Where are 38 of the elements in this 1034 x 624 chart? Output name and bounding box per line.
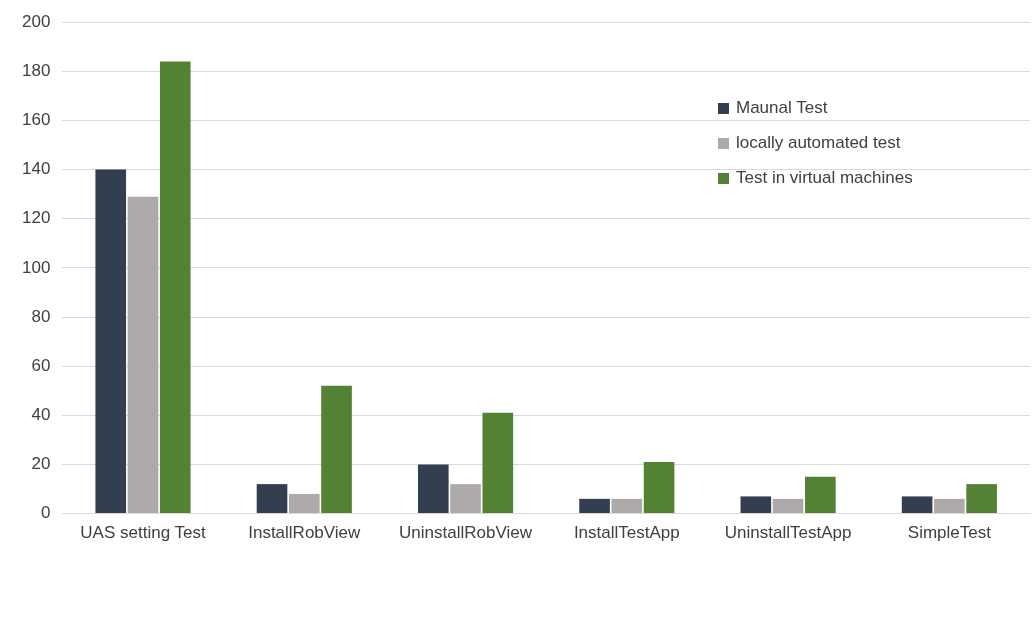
bar: [482, 412, 514, 514]
y-tick-label: 0: [40, 503, 51, 523]
y-tick-label: 60: [31, 355, 51, 375]
bar: [901, 496, 933, 514]
y-tick-label: 160: [21, 110, 51, 130]
legend-label: locally automated test: [736, 133, 901, 153]
y-tick-label: 40: [31, 405, 51, 425]
bar: [643, 462, 675, 514]
bar: [579, 498, 610, 514]
bar: [740, 496, 772, 514]
bar: [805, 476, 836, 514]
legend-label: Maunal Test: [736, 98, 828, 118]
bar: [159, 61, 191, 514]
x-tick-label: UninstallRobView: [399, 523, 533, 543]
bar: [934, 498, 965, 514]
y-tick-label: 80: [31, 306, 51, 326]
bar: [772, 498, 804, 514]
legend-label: Test in virtual machines: [736, 168, 913, 188]
x-tick-label: SimpleTest: [907, 523, 992, 543]
x-tick-label: UAS setting Test: [80, 523, 206, 543]
bar: [288, 493, 320, 514]
bar: [611, 498, 643, 514]
y-tick-label: 100: [21, 257, 51, 277]
bar: [417, 464, 449, 514]
bar: [256, 484, 288, 514]
bar: [127, 196, 159, 514]
bar: [450, 484, 481, 514]
y-tick-label: 180: [21, 61, 51, 81]
y-tick-label: 120: [21, 208, 51, 228]
bar: [321, 385, 352, 514]
y-tick-label: 140: [21, 159, 51, 179]
bar: [95, 169, 127, 514]
x-tick-label: UninstallTestApp: [724, 523, 852, 543]
x-tick-label: InstallRobView: [248, 523, 362, 543]
bar: [966, 484, 997, 514]
y-tick-label: 200: [21, 11, 51, 31]
x-tick-label: InstallTestApp: [573, 523, 680, 543]
y-tick-label: 20: [31, 454, 51, 474]
